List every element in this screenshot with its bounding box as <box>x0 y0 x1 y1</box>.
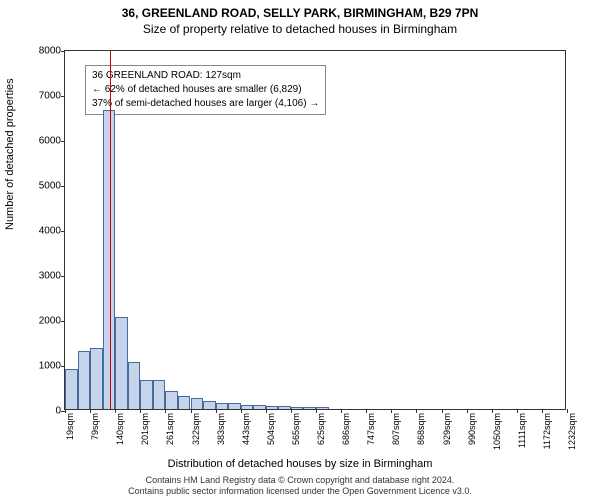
x-tick-label: 1111sqm <box>517 413 527 448</box>
x-tick-label: 686sqm <box>341 413 351 445</box>
footer: Contains HM Land Registry data © Crown c… <box>0 475 600 498</box>
histogram-bar <box>78 351 91 410</box>
x-tick-label: 19sqm <box>65 413 75 440</box>
histogram-bar <box>278 406 291 409</box>
y-tick-mark <box>61 186 65 187</box>
x-tick-label: 868sqm <box>416 413 426 445</box>
x-tick-label: 79sqm <box>90 413 100 440</box>
histogram-bar <box>291 407 304 409</box>
y-tick-mark <box>61 366 65 367</box>
x-tick-label: 929sqm <box>442 413 452 445</box>
x-tick-label: 261sqm <box>165 413 175 445</box>
histogram-bar <box>241 405 254 410</box>
x-tick-label: 201sqm <box>140 413 150 445</box>
x-tick-label: 565sqm <box>291 413 301 445</box>
histogram-bar <box>165 391 178 409</box>
histogram-bar <box>228 403 241 409</box>
histogram-bar <box>128 362 141 409</box>
y-tick-mark <box>61 276 65 277</box>
histogram-bar <box>115 317 128 409</box>
x-tick-label: 322sqm <box>191 413 201 445</box>
x-tick-label: 140sqm <box>115 413 125 445</box>
annotation-line2: ← 62% of detached houses are smaller (6,… <box>92 83 319 97</box>
y-tick-mark <box>61 96 65 97</box>
annotation-line3: 37% of semi-detached houses are larger (… <box>92 97 319 111</box>
x-tick-label: 747sqm <box>366 413 376 445</box>
x-tick-label: 1172sqm <box>542 413 552 449</box>
chart-plot-area: 36 GREENLAND ROAD: 127sqm ← 62% of detac… <box>64 50 566 410</box>
x-tick-label: 383sqm <box>216 413 226 445</box>
histogram-bar <box>65 369 78 410</box>
x-tick-label: 443sqm <box>241 413 251 445</box>
y-tick-mark <box>61 231 65 232</box>
histogram-bar <box>303 407 316 409</box>
histogram-bar <box>153 380 166 409</box>
footer-line2: Contains public sector information licen… <box>0 486 600 498</box>
y-axis-label: Number of detached properties <box>4 78 16 230</box>
footer-line1: Contains HM Land Registry data © Crown c… <box>0 475 600 487</box>
histogram-bar <box>140 380 153 409</box>
annotation-line1: 36 GREENLAND ROAD: 127sqm <box>92 69 319 83</box>
histogram-bar <box>316 407 329 409</box>
y-tick-mark <box>61 321 65 322</box>
histogram-bar <box>253 405 266 409</box>
property-marker-line <box>110 51 111 409</box>
histogram-bar <box>191 398 204 409</box>
histogram-bar <box>203 401 216 409</box>
x-axis-label: Distribution of detached houses by size … <box>0 458 600 470</box>
title-main: 36, GREENLAND ROAD, SELLY PARK, BIRMINGH… <box>0 0 600 20</box>
x-tick-label: 504sqm <box>266 413 276 445</box>
histogram-bar <box>178 396 191 410</box>
title-sub: Size of property relative to detached ho… <box>0 20 600 36</box>
x-tick-label: 1232sqm <box>567 413 577 450</box>
histogram-bar <box>90 348 103 409</box>
x-tick-label: 807sqm <box>391 413 401 445</box>
x-tick-label: 990sqm <box>467 413 477 445</box>
x-tick-label: 625sqm <box>316 413 326 445</box>
histogram-bar <box>266 406 279 409</box>
histogram-bar <box>216 403 229 409</box>
chart-container: 36, GREENLAND ROAD, SELLY PARK, BIRMINGH… <box>0 0 600 500</box>
y-tick-mark <box>61 141 65 142</box>
x-tick-label: 1050sqm <box>492 413 502 450</box>
annotation-box: 36 GREENLAND ROAD: 127sqm ← 62% of detac… <box>85 65 326 115</box>
y-tick-mark <box>61 51 65 52</box>
